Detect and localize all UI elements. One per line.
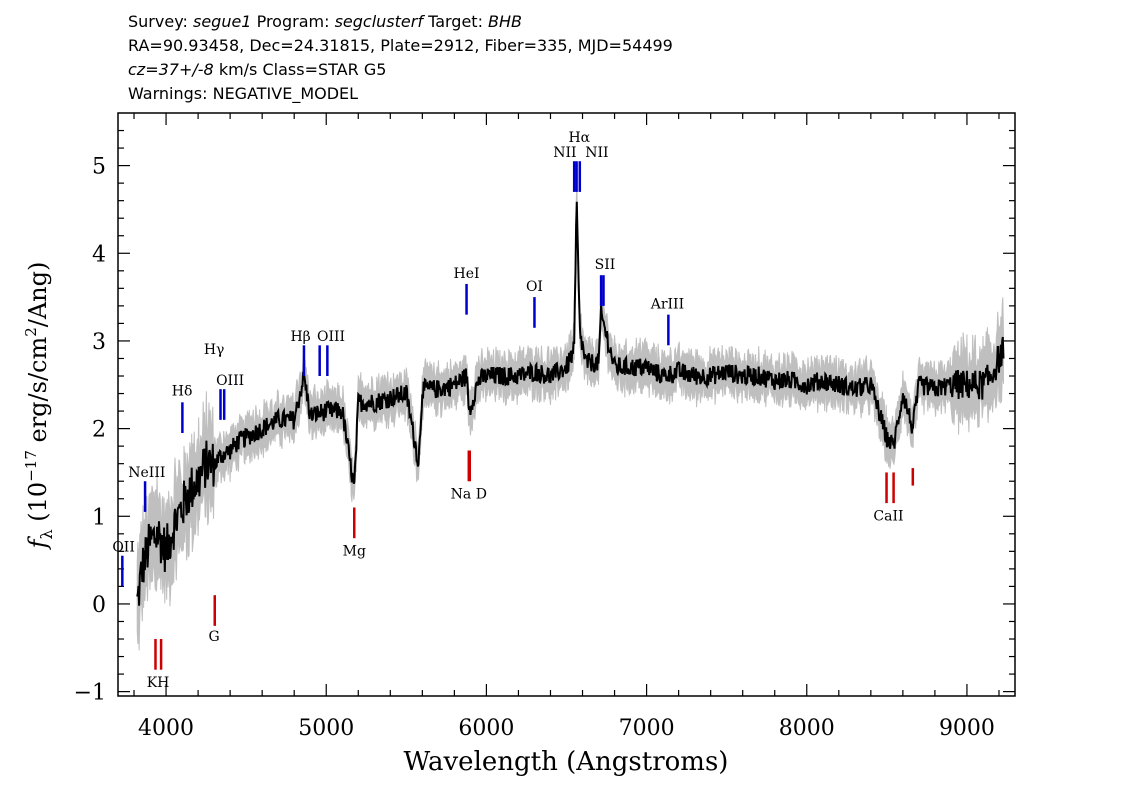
x-axis-label: Wavelength (Angstroms): [404, 747, 729, 777]
redshift-value: cz=37+/-8: [128, 60, 214, 79]
y-tick-label: 2: [92, 418, 106, 443]
spectral-line-label: HeI: [454, 266, 480, 282]
program-label: Program:: [256, 12, 330, 31]
x-tick-label: 9000: [939, 716, 995, 741]
x-tick-label: 8000: [779, 716, 835, 741]
y-tick-labels: −1 0 1 2 3 4 5: [74, 155, 106, 706]
spectral-line-label: OIII: [216, 373, 244, 389]
program-value: segclusterf: [334, 12, 423, 31]
x-tick-label: 4000: [138, 716, 194, 741]
y-axis-label-prefix: (10: [24, 482, 52, 522]
spectral-line-label: SII: [595, 257, 616, 273]
y-axis-label: fλ (10−17 erg/s/cm2/Ang): [22, 262, 56, 551]
y-axis-label-exp: −17: [22, 450, 40, 482]
spectral-line-label: OIII: [317, 329, 345, 345]
y-axis-label-sub: λ: [37, 529, 56, 539]
plot-frame: [117, 112, 1016, 697]
spectral-line-label: ArIII: [650, 297, 684, 313]
survey-value: segue1: [192, 12, 252, 31]
spectral-line-label: Hδ: [172, 383, 193, 399]
error-band: [136, 179, 1004, 651]
header-line-4: Warnings: NEGATIVE_MODEL: [128, 84, 359, 103]
flux-line: [136, 201, 1005, 606]
spectral-line-label: CaII: [873, 509, 903, 525]
header-line-2: RA=90.93458, Dec=24.31815, Plate=2912, F…: [128, 36, 673, 55]
y-axis-label-exp2: 2: [22, 327, 40, 337]
y-tick-label: 5: [92, 155, 106, 180]
spectrum-header: Survey: segue1 Program: segclusterf Targ…: [128, 10, 673, 106]
survey-label: Survey:: [128, 12, 188, 31]
spectral-line-label: NeIII: [128, 465, 165, 481]
x-tick-label: 5000: [298, 716, 354, 741]
axis-ticks: [118, 113, 1015, 696]
spectral-line-label: G: [209, 629, 220, 645]
class-value: km/s Class=STAR G5: [218, 60, 387, 79]
spectral-line-label: OII: [112, 539, 135, 555]
spectral-line-label: NII: [585, 145, 608, 161]
header-line-1: Survey: segue1 Program: segclusterf Targ…: [128, 10, 673, 34]
flux-error-band: [136, 179, 1004, 651]
spectral-line-label: Hγ: [204, 342, 225, 358]
target-label: Target:: [428, 12, 483, 31]
y-tick-label: −1: [74, 681, 106, 706]
y-tick-label: 1: [92, 505, 106, 530]
spectral-line-label: KH: [147, 675, 170, 691]
x-tick-label: 7000: [619, 716, 675, 741]
spectral-line-label: Hα: [568, 130, 590, 146]
target-value: BHB: [488, 12, 523, 31]
header-line-3: cz=37+/-8 km/s Class=STAR G5: [128, 58, 673, 82]
y-axis-label-unit: erg/s/cm: [24, 337, 52, 443]
spectral-line-label: Hβ: [290, 329, 310, 345]
spectral-line-label: Mg: [343, 544, 366, 560]
x-tick-label: 6000: [458, 716, 514, 741]
flux-series: [136, 201, 1005, 606]
spectral-line-label: OI: [526, 279, 543, 295]
y-tick-label: 0: [92, 593, 106, 618]
y-axis-label-end: /Ang): [24, 262, 52, 328]
x-tick-labels: 4000 5000 6000 7000 8000 9000: [138, 716, 995, 741]
y-tick-label: 4: [92, 242, 106, 267]
spectral-line-label: NII: [553, 145, 576, 161]
y-tick-label: 3: [92, 330, 106, 355]
spectral-line-label: Na D: [451, 487, 487, 503]
